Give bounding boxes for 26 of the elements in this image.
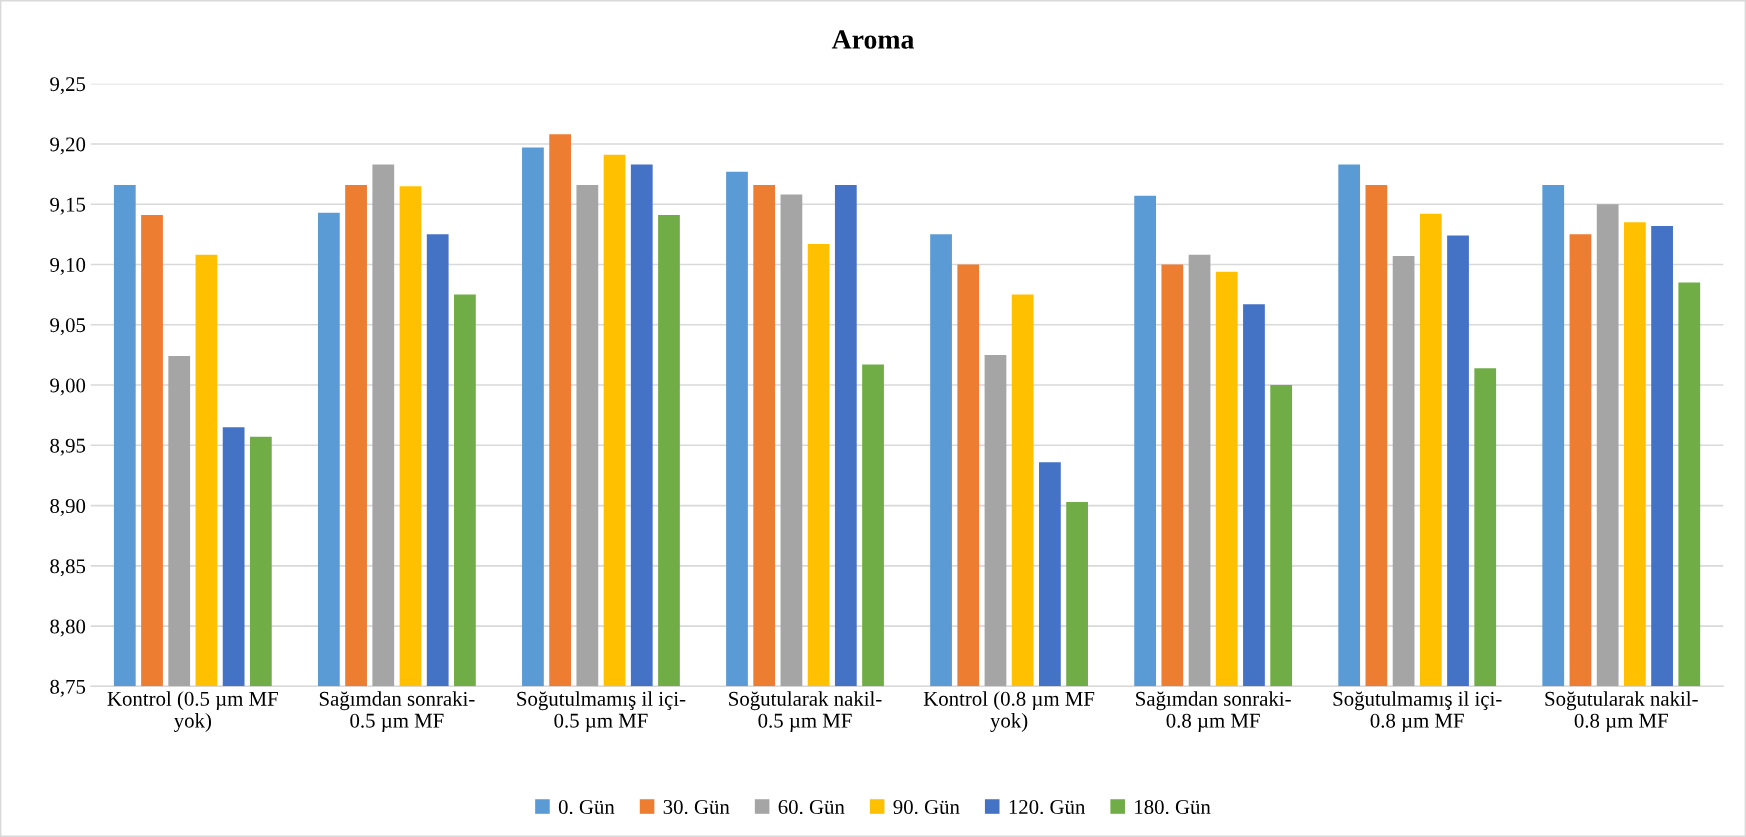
y-tick-label: 8,95: [50, 438, 86, 456]
x-tick-label: Sağımdan sonraki- 0.5 µm MF: [319, 691, 475, 732]
y-tick-label: 8,75: [50, 679, 86, 697]
legend-label: 180. Gün: [1135, 799, 1211, 815]
x-tick-label: Soğutulmamış il içi- 0.8 µm MF: [1333, 691, 1502, 732]
x-tick-label: Kontrol (0.5 µm MF yok): [107, 691, 278, 732]
x-tick-label: Soğutularak nakil- 0.8 µm MF: [1545, 691, 1698, 732]
legend-label: 90. Gün: [893, 799, 960, 815]
chart-title: Aroma: [831, 30, 914, 49]
y-tick-label: 9,20: [50, 137, 86, 155]
legend-label: 120. Gün: [1009, 799, 1086, 815]
y-tick-label: 9,00: [50, 378, 86, 396]
legend-label: 30. Gün: [663, 799, 730, 815]
y-tick-label: 9,25: [50, 77, 86, 95]
y-tick-label: 8,80: [50, 619, 86, 637]
x-tick-label: Soğutulmamış il içi- 0.5 µm MF: [517, 691, 686, 732]
x-tick-label: Soğutularak nakil- 0.5 µm MF: [729, 691, 882, 732]
y-tick-label: 9,05: [50, 318, 86, 336]
x-tick-label: Sağımdan sonraki- 0.8 µm MF: [1136, 691, 1291, 732]
legend-label: 0. Gün: [558, 799, 615, 815]
y-tick-label: 8,85: [50, 559, 86, 577]
y-tick-label: 9,15: [50, 197, 86, 215]
x-tick-label: Kontrol (0.8 µm MF yok): [923, 691, 1095, 732]
y-tick-label: 9,10: [50, 257, 86, 275]
y-tick-label: 8,90: [50, 498, 86, 516]
legend-label: 60. Gün: [778, 799, 845, 815]
